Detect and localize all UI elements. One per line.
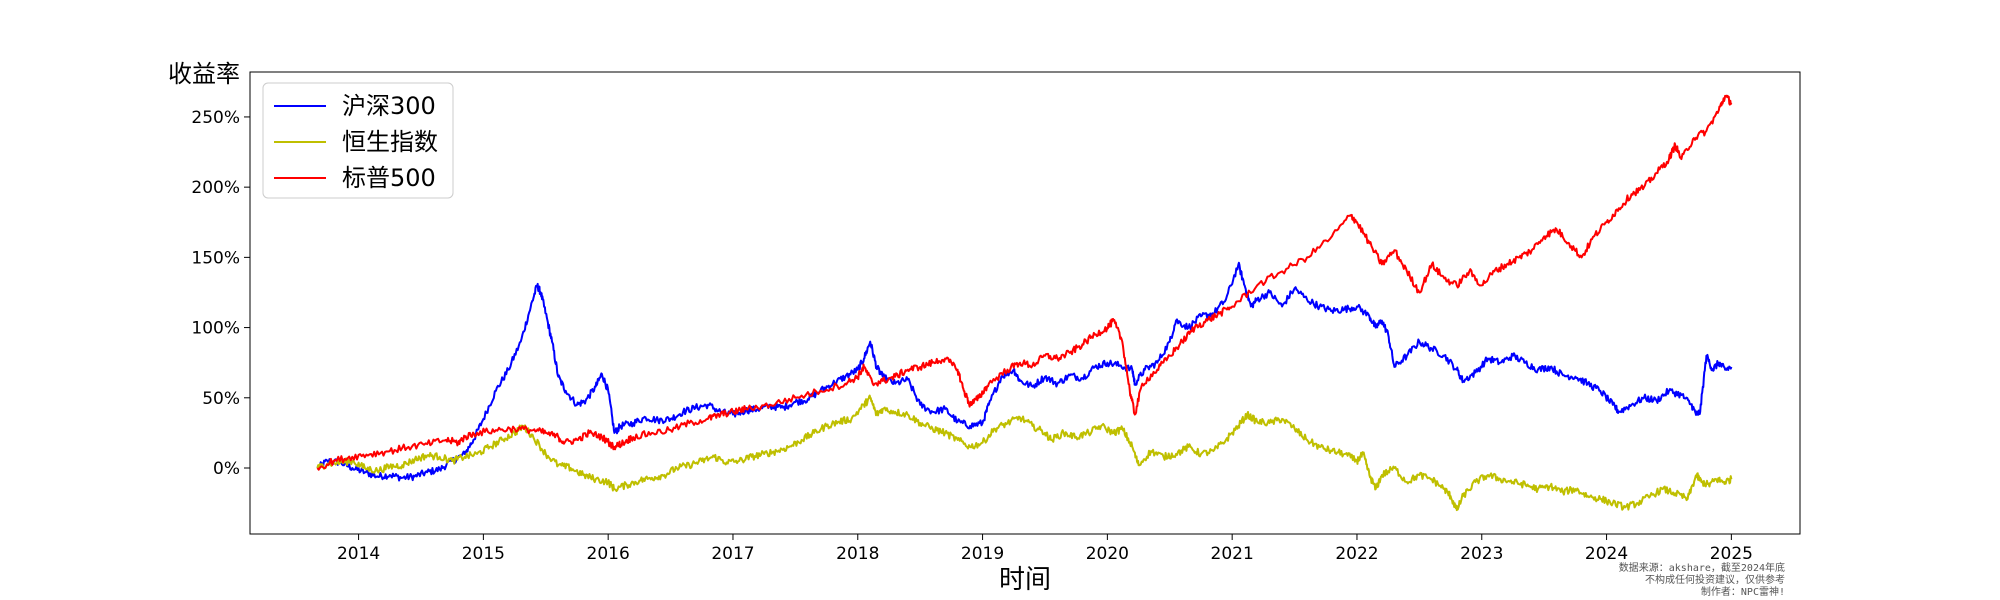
x-tick-label: 2025 bbox=[1710, 544, 1753, 564]
y-tick-label: 150% bbox=[191, 248, 240, 268]
y-tick-label: 250% bbox=[191, 108, 240, 128]
plot-area bbox=[249, 71, 1801, 535]
x-axis-ticks: 2014 2015 2016 2017 2018 2019 2020 2021 2022 2023… bbox=[337, 534, 1753, 564]
legend-label: 标普500 bbox=[342, 164, 436, 192]
footer-notes: 数据来源：akshare，截至2024年底 不构成任何投资建议，仅供参考 制作者… bbox=[1619, 561, 1785, 598]
series-line-3 bbox=[316, 94, 1733, 471]
footer-author-note: 制作者：NPC雷神! bbox=[1701, 585, 1785, 598]
x-tick-label: 2020 bbox=[1086, 544, 1129, 564]
x-tick-label: 2015 bbox=[462, 544, 505, 564]
footer-disclaimer-note: 不构成任何投资建议，仅供参考 bbox=[1645, 573, 1785, 586]
series-lines bbox=[316, 94, 1733, 512]
plot-frame bbox=[249, 71, 1801, 535]
series-line-1 bbox=[316, 261, 1733, 482]
legend-label: 恒生指数 bbox=[342, 128, 438, 156]
legend-box bbox=[262, 82, 454, 199]
y-tick-label: 200% bbox=[191, 178, 240, 198]
x-tick-label: 2021 bbox=[1211, 544, 1254, 564]
x-tick-label: 2024 bbox=[1585, 544, 1628, 564]
x-tick-label: 2022 bbox=[1335, 544, 1378, 564]
y-axis-ticks: 0% 50% 100% 150% 200% 250% bbox=[191, 108, 250, 479]
series-line-2 bbox=[316, 394, 1733, 512]
plot-background bbox=[250, 72, 1800, 534]
x-tick-label: 2023 bbox=[1460, 544, 1503, 564]
legend-label: 沪深300 bbox=[342, 92, 436, 120]
x-tick-label: 2018 bbox=[836, 544, 879, 564]
footer-source-note: 数据来源：akshare，截至2024年底 bbox=[1619, 561, 1785, 574]
y-axis-title: 收益率 bbox=[168, 60, 240, 88]
x-tick-label: 2017 bbox=[711, 544, 754, 564]
y-tick-label: 50% bbox=[202, 389, 240, 409]
y-tick-label: 0% bbox=[213, 459, 240, 479]
x-tick-label: 2019 bbox=[961, 544, 1004, 564]
x-tick-label: 2016 bbox=[587, 544, 630, 564]
y-tick-label: 100% bbox=[191, 319, 240, 339]
x-axis-title: 时间 bbox=[999, 565, 1051, 595]
x-tick-label: 2014 bbox=[337, 544, 380, 564]
